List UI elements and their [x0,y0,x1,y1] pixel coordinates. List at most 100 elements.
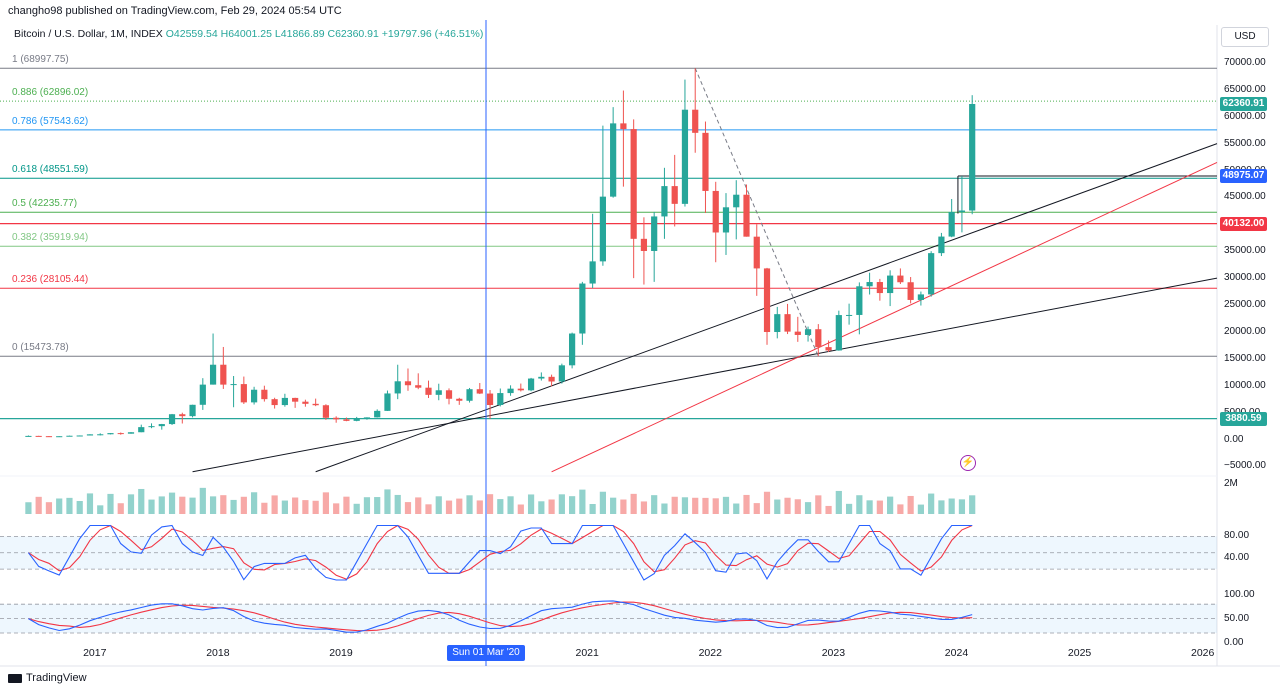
volume-bar [599,491,606,514]
fib-label: 0.5 (42235.77) [12,198,78,210]
volume-bar [928,493,935,514]
currency-button[interactable]: USD [1221,27,1269,47]
oscillator-tick: 50.00 [1224,612,1250,624]
volume-bar [938,500,945,514]
fib-label: 0.382 (35919.94) [12,232,89,244]
price-tick: 20000.00 [1224,325,1266,337]
candle-body [815,329,822,348]
fib-label: 0.618 (48551.59) [12,164,89,176]
date-tick: 2026 [1191,647,1215,659]
candle-body [548,376,555,382]
candle-body [907,282,914,300]
volume-bar [620,499,627,514]
trendline [694,68,819,357]
candle-body [374,410,381,418]
date-tick: 2018 [206,647,230,659]
volume-bar [281,500,288,514]
candle-body [45,436,53,438]
fib-label: 1 (68997.75) [12,54,69,66]
volume-bar [866,500,873,514]
candle-body [66,435,73,437]
volume-bar [353,503,360,514]
volume-bar [240,496,247,514]
volume-bar [25,502,32,514]
volume-bar [476,500,483,514]
volume-bar [220,495,227,514]
candle-body [312,403,319,406]
volume-bar [497,499,504,514]
candle-body [220,364,227,385]
volume-bar [825,505,832,514]
candle-body [158,424,165,427]
volume-bar [702,497,709,514]
candle-body [394,381,401,394]
volume-bar [763,491,771,514]
volume-bar [794,499,801,514]
legend-open: O42559.54 [165,28,218,40]
fib-label: 0.236 (28105.44) [12,274,89,286]
volume-bar [815,495,822,514]
volume-bar [722,496,730,514]
volume-bar [333,503,340,514]
price-badge: 40132.00 [1220,216,1267,231]
price-tick: 55000.00 [1224,137,1266,149]
legend-low: L41866.89 [274,28,325,40]
candle-body [107,433,114,435]
volume-bar [856,495,863,514]
price-tick: 15000.00 [1224,352,1266,364]
candle-body [343,419,350,421]
date-tick: 2019 [329,647,353,659]
candle-body [35,435,42,437]
candle-body [569,333,576,366]
candle-body [651,216,658,251]
candle-body [897,275,904,283]
volume-bar [168,492,176,514]
candle-body [876,282,883,294]
volume-bar [845,503,853,514]
volume-bar [671,496,678,514]
volume-bar [538,501,545,514]
candle-body [25,435,32,437]
candle-body [271,399,278,406]
candle-body [640,238,648,251]
volume-bar [384,489,391,514]
price-tick: 45000.00 [1224,191,1266,203]
candle-body [917,294,924,300]
volume-bar [415,497,422,514]
candle-body [86,434,94,436]
candle-body [763,268,771,333]
volume-bar [712,498,719,514]
oscillator-tick: 100.00 [1224,588,1255,600]
volume-bar [66,497,73,514]
candle-body [76,435,83,437]
volume-bar [45,502,53,514]
trendline [551,161,1218,473]
volume-bar [76,501,83,514]
candle-body [579,283,586,334]
volume-bar [527,494,535,514]
volume-bar [456,498,463,514]
volume-bar [579,489,586,514]
volume-bar [804,502,812,514]
volume-bar [630,493,637,514]
volume-bar [784,497,791,514]
volume-bar [948,498,955,514]
volume-bar [251,492,258,514]
candle-body [794,331,801,335]
lightning-icon[interactable]: ⚡ [960,455,976,471]
candle-body [774,314,781,333]
candle-body [558,365,565,382]
candle-body [148,426,155,428]
candle-body [825,347,832,351]
oscillator-fast-line [27,524,973,581]
candle-body [527,378,535,391]
volume-bar [312,500,319,514]
symbol-name[interactable]: Bitcoin / U.S. Dollar, 1M, INDEX [14,28,163,40]
volume-bar [404,502,412,514]
candle-body [948,212,955,237]
brand[interactable]: TradingView [8,672,87,684]
price-tick: 25000.00 [1224,299,1266,310]
candle-body [702,132,709,191]
date-tick: 2021 [575,647,599,659]
